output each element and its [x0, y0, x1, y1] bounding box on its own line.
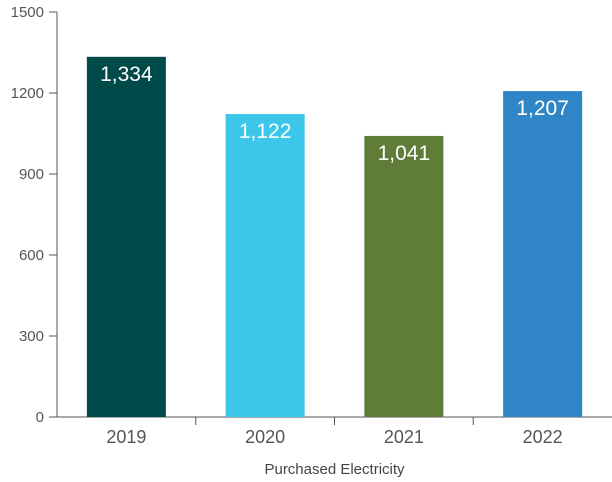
x-axis-title: Purchased Electricity	[264, 461, 405, 478]
bar-2019	[86, 56, 166, 417]
y-tick-label: 300	[19, 328, 44, 345]
bar-value-label-2021: 1,041	[378, 142, 431, 165]
y-tick-label: 0	[36, 409, 44, 426]
x-tick-label-2021: 2021	[384, 427, 424, 447]
x-tick-label-2019: 2019	[106, 427, 146, 447]
bar-2020	[225, 114, 305, 417]
x-tick-label-2020: 2020	[245, 427, 285, 447]
bar-value-label-2020: 1,122	[239, 120, 292, 143]
bar-2022	[503, 91, 583, 418]
bars-group	[86, 56, 583, 418]
y-axis: 0 300 600 900 1200 1500	[11, 4, 58, 426]
x-tick-label-2022: 2022	[523, 427, 563, 447]
bar-2021	[364, 135, 444, 417]
y-tick-label: 1200	[11, 85, 44, 102]
bar-value-labels: 1,334 1,122 1,041 1,207	[100, 63, 569, 165]
y-tick-label: 900	[19, 166, 44, 183]
bar-value-label-2019: 1,334	[100, 63, 153, 86]
x-axis: 2019 2020 2021 2022	[57, 416, 612, 447]
y-tick-label: 1500	[11, 4, 44, 21]
bar-value-label-2022: 1,207	[516, 97, 569, 120]
y-tick-label: 600	[19, 247, 44, 264]
